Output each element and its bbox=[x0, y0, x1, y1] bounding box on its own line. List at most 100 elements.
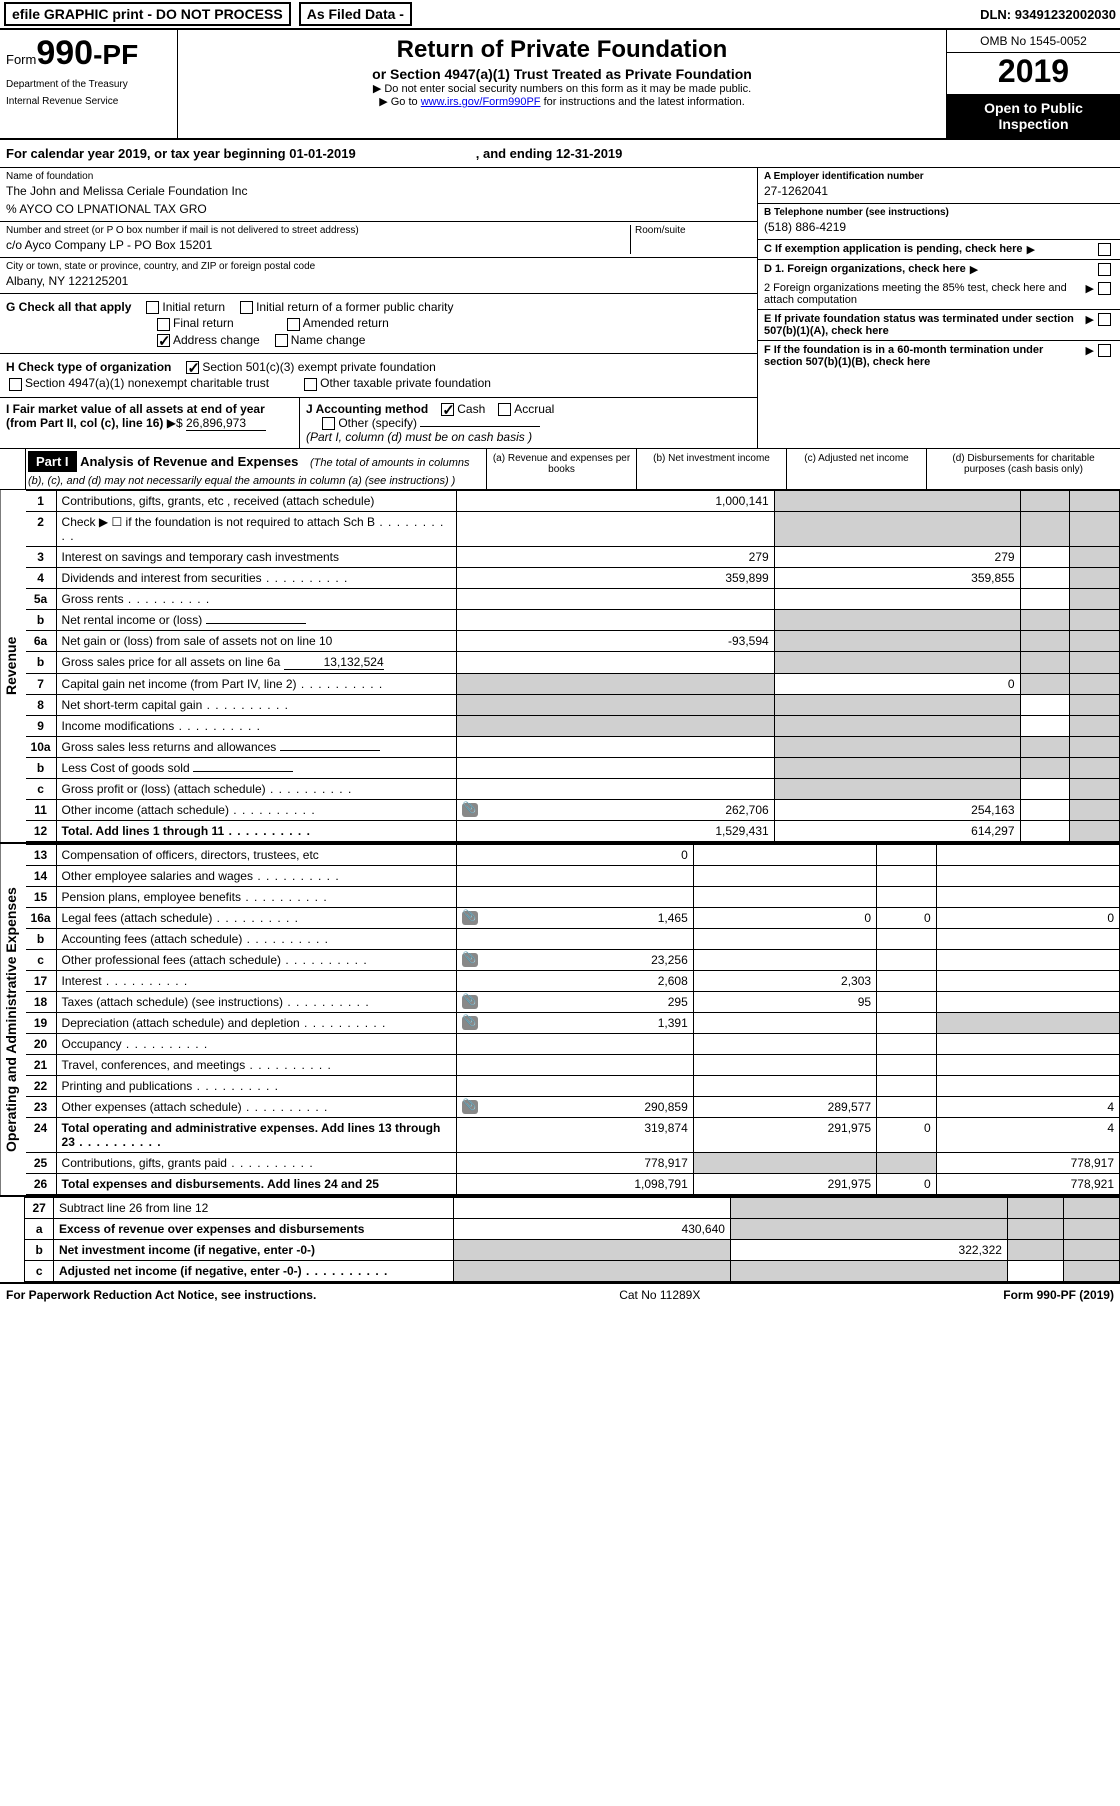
section-f: F If the foundation is in a 60-month ter… bbox=[758, 341, 1120, 371]
checkbox-accrual[interactable] bbox=[498, 403, 511, 416]
attachment-icon[interactable] bbox=[462, 995, 478, 1009]
expenses-label: Operating and Administrative Expenses bbox=[0, 844, 26, 1195]
checkbox-address-change[interactable] bbox=[157, 334, 170, 347]
table-row: 19Depreciation (attach schedule) and dep… bbox=[26, 1013, 1120, 1034]
table-row: 24Total operating and administrative exp… bbox=[26, 1118, 1120, 1153]
info-left: Name of foundation The John and Melissa … bbox=[0, 168, 758, 448]
dept-irs: Internal Revenue Service bbox=[6, 96, 171, 107]
info-right: A Employer identification number 27-1262… bbox=[758, 168, 1120, 448]
table-row: 1Contributions, gifts, grants, etc , rec… bbox=[26, 491, 1120, 512]
checkbox-initial[interactable] bbox=[146, 301, 159, 314]
table-row: 25Contributions, gifts, grants paid778,9… bbox=[26, 1153, 1120, 1174]
ein-cell: A Employer identification number 27-1262… bbox=[758, 168, 1120, 204]
tel-cell: B Telephone number (see instructions) (5… bbox=[758, 204, 1120, 240]
row-ij: I Fair market value of all assets at end… bbox=[0, 398, 757, 449]
open-to-public: Open to Public Inspection bbox=[947, 94, 1120, 138]
table-row: 5aGross rents bbox=[26, 589, 1120, 610]
section-e: E If private foundation status was termi… bbox=[758, 310, 1120, 341]
attachment-icon[interactable] bbox=[462, 1016, 478, 1030]
section-h: H Check type of organization Section 501… bbox=[0, 354, 757, 398]
checkbox-name-change[interactable] bbox=[275, 334, 288, 347]
table-row: 3Interest on savings and temporary cash … bbox=[26, 547, 1120, 568]
asfiled-label: As Filed Data - bbox=[299, 2, 412, 26]
checkbox-f[interactable] bbox=[1098, 344, 1111, 357]
table-row: 22Printing and publications bbox=[26, 1076, 1120, 1097]
revenue-table: 1Contributions, gifts, grants, etc , rec… bbox=[26, 490, 1120, 842]
section-c: C If exemption application is pending, c… bbox=[758, 240, 1120, 260]
table-row: 23Other expenses (attach schedule)290,85… bbox=[26, 1097, 1120, 1118]
checkbox-other-method[interactable] bbox=[322, 417, 335, 430]
table-row: 13Compensation of officers, directors, t… bbox=[26, 845, 1120, 866]
attachment-icon[interactable] bbox=[462, 953, 478, 967]
note-link: ▶ Go to www.irs.gov/Form990PF for instru… bbox=[184, 95, 940, 108]
checkbox-c[interactable] bbox=[1098, 243, 1111, 256]
table-row: 11Other income (attach schedule)262,7062… bbox=[26, 800, 1120, 821]
table-row: 16aLegal fees (attach schedule)1,465000 bbox=[26, 908, 1120, 929]
attachment-icon[interactable] bbox=[462, 911, 478, 925]
city-cell: City or town, state or province, country… bbox=[0, 258, 757, 294]
irs-link[interactable]: www.irs.gov/Form990PF bbox=[421, 96, 541, 108]
table-row: 2Check ▶ ☐ if the foundation is not requ… bbox=[26, 512, 1120, 547]
form-subtitle: or Section 4947(a)(1) Trust Treated as P… bbox=[184, 66, 940, 82]
form-header: Form990-PF Department of the Treasury In… bbox=[0, 30, 1120, 140]
table-row: 14Other employee salaries and wages bbox=[26, 866, 1120, 887]
checkbox-final[interactable] bbox=[157, 318, 170, 331]
footer-mid: Cat No 11289X bbox=[619, 1288, 700, 1302]
table-row: aExcess of revenue over expenses and dis… bbox=[25, 1219, 1119, 1240]
section-j: J Accounting method Cash Accrual Other (… bbox=[300, 398, 757, 449]
expenses-table: 13Compensation of officers, directors, t… bbox=[26, 844, 1120, 1195]
address-row: Number and street (or P O box number if … bbox=[0, 222, 757, 258]
header-center: Return of Private Foundation or Section … bbox=[178, 30, 946, 138]
table-row: bLess Cost of goods sold bbox=[26, 758, 1120, 779]
expenses-section: Operating and Administrative Expenses 13… bbox=[0, 842, 1120, 1195]
checkbox-initial-former[interactable] bbox=[240, 301, 253, 314]
table-row: bAccounting fees (attach schedule) bbox=[26, 929, 1120, 950]
attachment-icon[interactable] bbox=[462, 1100, 478, 1114]
header-right: OMB No 1545-0052 2019 Open to Public Ins… bbox=[946, 30, 1120, 138]
table-row: 9Income modifications bbox=[26, 716, 1120, 737]
page-footer: For Paperwork Reduction Act Notice, see … bbox=[0, 1282, 1120, 1306]
note-ssn: ▶ Do not enter social security numbers o… bbox=[184, 82, 940, 95]
table-row: 4Dividends and interest from securities3… bbox=[26, 568, 1120, 589]
calendar-year-row: For calendar year 2019, or tax year begi… bbox=[0, 140, 1120, 168]
checkbox-4947[interactable] bbox=[9, 378, 22, 391]
table-row: 17Interest2,6082,303 bbox=[26, 971, 1120, 992]
checkbox-d2[interactable] bbox=[1098, 282, 1111, 295]
attachment-icon[interactable] bbox=[462, 803, 478, 817]
checkbox-d1[interactable] bbox=[1098, 263, 1111, 276]
dln: DLN: 93491232002030 bbox=[980, 7, 1116, 22]
table-row: 10aGross sales less returns and allowanc… bbox=[26, 737, 1120, 758]
omb-number: OMB No 1545-0052 bbox=[947, 30, 1120, 53]
table-row: cOther professional fees (attach schedul… bbox=[26, 950, 1120, 971]
section-g: G Check all that apply Initial return In… bbox=[0, 294, 757, 354]
checkbox-other-taxable[interactable] bbox=[304, 378, 317, 391]
table-row: 15Pension plans, employee benefits bbox=[26, 887, 1120, 908]
table-row: bNet rental income or (loss) bbox=[26, 610, 1120, 631]
form-number: Form990-PF bbox=[6, 34, 171, 73]
checkbox-501c3[interactable] bbox=[186, 361, 199, 374]
header-left: Form990-PF Department of the Treasury In… bbox=[0, 30, 178, 138]
top-bar: efile GRAPHIC print - DO NOT PROCESS As … bbox=[0, 0, 1120, 30]
part1-tag: Part I bbox=[28, 451, 77, 472]
table-row: 6aNet gain or (loss) from sale of assets… bbox=[26, 631, 1120, 652]
table-row: cAdjusted net income (if negative, enter… bbox=[25, 1261, 1119, 1282]
table-row: bNet investment income (if negative, ent… bbox=[25, 1240, 1119, 1261]
part1-header: Part I Analysis of Revenue and Expenses … bbox=[0, 449, 1120, 490]
section-d: D 1. Foreign organizations, check here▶ … bbox=[758, 260, 1120, 310]
section-i: I Fair market value of all assets at end… bbox=[0, 398, 300, 449]
footer-right: Form 990-PF (2019) bbox=[1003, 1288, 1114, 1302]
table-row: 21Travel, conferences, and meetings bbox=[26, 1055, 1120, 1076]
table-row: 7Capital gain net income (from Part IV, … bbox=[26, 674, 1120, 695]
checkbox-e[interactable] bbox=[1098, 313, 1111, 326]
table-row: 12Total. Add lines 1 through 111,529,431… bbox=[26, 821, 1120, 842]
table-row: bGross sales price for all assets on lin… bbox=[26, 652, 1120, 674]
table-row: 8Net short-term capital gain bbox=[26, 695, 1120, 716]
checkbox-cash[interactable] bbox=[441, 403, 454, 416]
checkbox-amended[interactable] bbox=[287, 318, 300, 331]
efile-label: efile GRAPHIC print - DO NOT PROCESS bbox=[4, 2, 291, 26]
table-row: 26Total expenses and disbursements. Add … bbox=[26, 1174, 1120, 1195]
table-row: cGross profit or (loss) (attach schedule… bbox=[26, 779, 1120, 800]
footer-left: For Paperwork Reduction Act Notice, see … bbox=[6, 1288, 316, 1302]
table-row: 27Subtract line 26 from line 12 bbox=[25, 1198, 1119, 1219]
dept-treasury: Department of the Treasury bbox=[6, 79, 171, 90]
